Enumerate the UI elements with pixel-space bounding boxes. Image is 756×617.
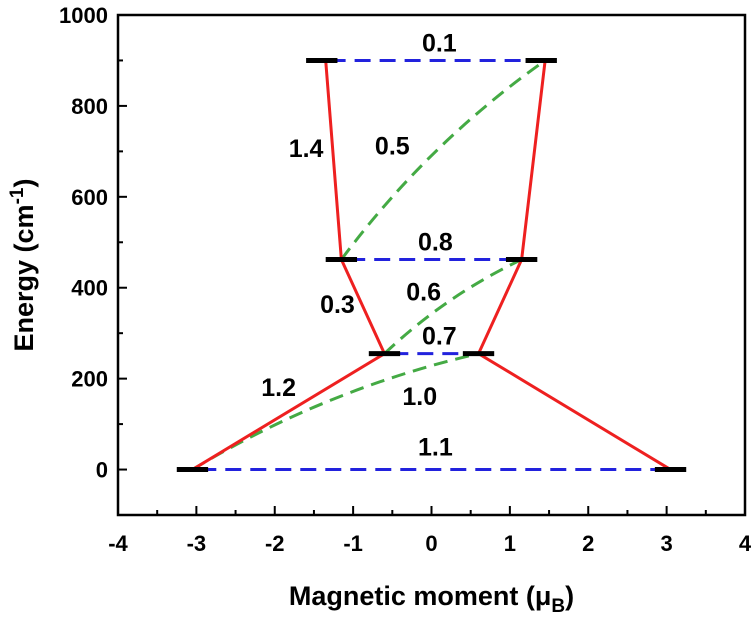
y-tick-label: 400 [71, 276, 108, 301]
x-axis-title: Magnetic moment (μB) [289, 581, 574, 617]
y-axis-title-sup: -1 [7, 187, 28, 204]
annotation-label: 0.8 [418, 228, 453, 256]
annotations-group: 0.1 1.4 0.5 0.8 0.3 0.6 0.7 1.2 1.0 1.1 [261, 29, 457, 461]
y-axis-title-end: ) [9, 179, 39, 188]
x-tick-label: 1 [504, 531, 516, 556]
annotation-label: 0.7 [422, 323, 457, 351]
levels-group [176, 57, 687, 473]
annotation-label: 0.5 [375, 133, 410, 161]
y-axis-title: Energy (cm-1) [7, 179, 39, 352]
annotation-label: 1.0 [402, 383, 437, 411]
annotation-label: 0.3 [320, 291, 355, 319]
y-tick-label: 800 [71, 94, 108, 119]
green-dashed-link [340, 59, 547, 261]
y-tick-label: 200 [71, 367, 108, 392]
x-tick-label: -2 [265, 531, 285, 556]
x-axis-title-sub: B [551, 596, 565, 617]
annotation-label: 1.2 [261, 374, 296, 402]
green-links-group [191, 59, 547, 471]
x-axis-title-end: ) [565, 581, 574, 611]
x-tick-label: -1 [343, 531, 363, 556]
y-axis-title-main: Energy (cm [9, 204, 39, 351]
x-tick-label: -4 [108, 531, 128, 556]
x-axis-title-main: Magnetic moment (μ [289, 581, 552, 611]
y-tick-label: 0 [96, 458, 108, 483]
ticks-group: -4 -3 -2 -1 0 1 2 3 4 0 200 400 600 800 1000 [59, 3, 752, 556]
red-transition-path [476, 60, 672, 471]
annotation-label: 0.6 [406, 278, 441, 306]
green-dashed-link [191, 352, 479, 471]
x-tick-label: 0 [425, 531, 437, 556]
y-tick-label: 1000 [59, 3, 108, 28]
x-tick-label: 4 [739, 531, 752, 556]
x-tick-label: 2 [582, 531, 594, 556]
red-transition-path [191, 60, 387, 471]
y-tick-label: 600 [71, 185, 108, 210]
x-tick-label: 3 [661, 531, 673, 556]
annotation-label: 1.1 [418, 433, 453, 461]
red-paths-group [191, 60, 672, 471]
annotation-label: 1.4 [289, 135, 324, 163]
blue-links-group [200, 58, 663, 472]
annotation-label: 0.1 [422, 29, 457, 57]
x-tick-label: -3 [187, 531, 207, 556]
